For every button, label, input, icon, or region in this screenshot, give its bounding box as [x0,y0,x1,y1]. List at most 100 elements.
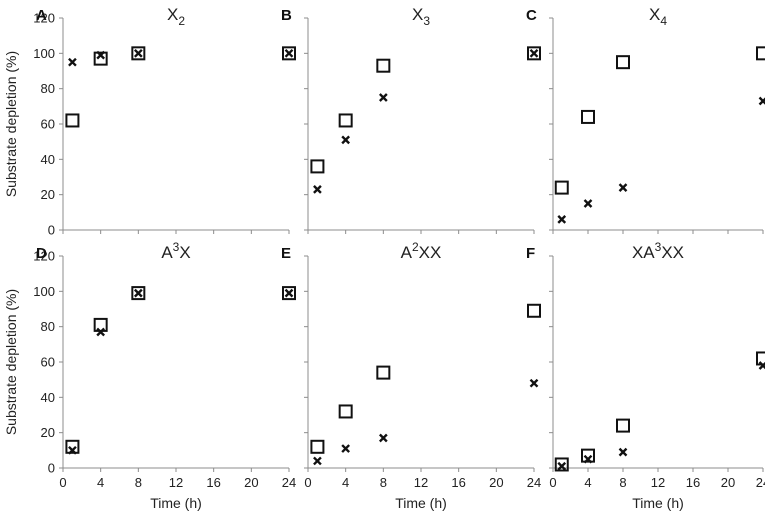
x-tick-label: 24 [282,475,296,490]
panel-title: A2XX [401,240,442,262]
data-point-square [131,46,146,61]
y-tick-label: 60 [41,117,55,132]
data-point-cross [68,57,77,67]
data-point-cross [341,444,351,453]
data-point-cross [341,135,351,145]
y-tick-label: 100 [33,46,55,61]
data-point-square [282,286,296,301]
x-tick-label: 24 [756,475,765,490]
panel-letter: A [36,7,47,24]
y-tick-label: 80 [41,319,55,334]
data-point-cross [583,199,593,208]
data-point-cross [529,378,539,388]
data-point-square [554,457,569,472]
data-point-square [282,46,296,61]
x-tick-label: 16 [686,475,700,490]
data-point-square [554,180,569,195]
data-point-cross [284,48,294,58]
panel-c: C X4 [526,5,765,234]
data-point-square [65,439,80,454]
data-point-cross [758,361,765,370]
data-point-cross [133,48,143,58]
data-point-square [310,439,325,454]
panel-letter: D [36,245,47,262]
data-point-cross [529,48,539,58]
data-point-cross [758,96,765,106]
data-point-square [310,159,325,174]
x-tick-label: 0 [549,475,556,490]
data-point-square [616,418,630,433]
x-tick-label: 16 [451,475,465,490]
data-point-square [527,303,541,318]
panel-letter: F [526,245,535,262]
data-point-square [93,51,108,66]
data-point-square [616,55,630,70]
y-tick-label: 120 [33,249,55,264]
y-tick-label: 0 [48,223,55,238]
y-tick-label: 0 [48,461,55,476]
data-point-square [376,58,391,73]
x-tick-label: 24 [527,475,541,490]
x-tick-label: 8 [135,475,142,490]
y-axis-label: Substrate depletion (%) [3,51,19,197]
x-tick-label: 16 [206,475,220,490]
data-point-square [756,46,765,61]
data-point-cross [313,456,322,466]
x-tick-label: 12 [414,475,428,490]
data-point-cross [378,433,388,443]
data-point-cross [618,183,628,192]
data-point-square [338,404,353,419]
y-tick-label: 120 [33,11,55,26]
data-point-square [581,109,595,124]
x-tick-label: 0 [59,475,66,490]
x-tick-label: 20 [489,475,503,490]
y-tick-label: 20 [41,425,55,440]
x-axis-label: Time (h) [150,495,202,511]
y-tick-label: 80 [41,81,55,96]
panel-title: X2 [167,5,185,28]
x-axis-label: Time (h) [395,495,447,511]
panel-e: 0 4 8 12 16 20 24 E A2XX Time (h) [281,240,541,511]
data-point-square [581,448,595,463]
data-point-cross [133,288,143,298]
x-tick-label: 8 [380,475,387,490]
panel-letter: C [526,7,537,24]
data-point-cross [378,93,388,102]
x-tick-label: 4 [97,475,104,490]
y-tick-label: 40 [41,390,55,405]
data-point-square [338,113,353,128]
data-point-cross [68,445,77,455]
panel-b: B X3 [281,5,541,234]
x-tick-label: 12 [651,475,665,490]
x-axis-label: Time (h) [632,495,684,511]
x-tick-label: 8 [619,475,626,490]
x-tick-label: 12 [169,475,183,490]
y-tick-label: 100 [33,284,55,299]
data-point-square [65,113,80,128]
x-tick-label: 4 [584,475,591,490]
x-tick-label: 20 [721,475,735,490]
data-point-cross [618,447,628,457]
x-tick-label: 4 [342,475,349,490]
data-point-cross [96,50,106,60]
data-point-square [93,317,108,332]
panel-title: XA3XX [632,240,684,262]
panel-letter: E [281,245,291,262]
y-axis-label: Substrate depletion (%) [3,289,19,435]
data-point-square [527,46,541,61]
y-tick-label: 20 [41,187,55,202]
data-point-cross [557,215,567,224]
panel-f: 0 4 8 12 16 20 24 F XA3XX Time (h) [526,240,765,511]
x-tick-label: 0 [304,475,311,490]
data-point-cross [96,327,106,337]
panel-title: X3 [412,5,430,28]
panel-title: X4 [649,5,667,28]
data-point-square [131,286,146,301]
x-tick-label: 20 [244,475,258,490]
y-tick-label: 60 [41,355,55,370]
data-point-cross [583,454,593,464]
panel-letter: B [281,7,292,24]
y-tick-label: 40 [41,152,55,167]
